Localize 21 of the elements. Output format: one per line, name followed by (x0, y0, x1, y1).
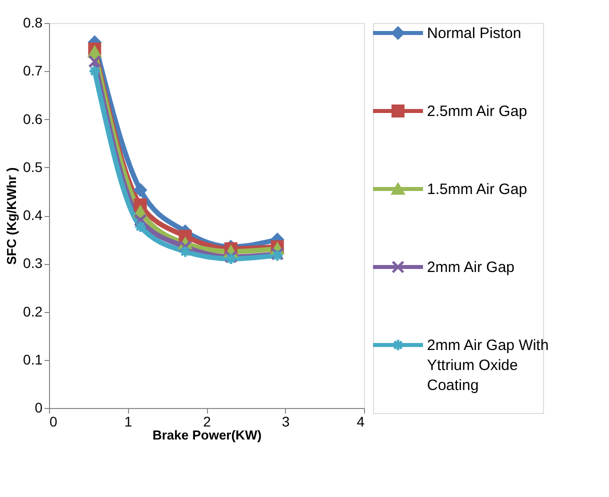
legend-label: 2.5mm Air Gap (427, 103, 528, 120)
y-tick-label: 0.6 (23, 110, 43, 127)
y-tick-label: 0.8 (23, 14, 43, 30)
y-tick-label: 0.1 (23, 351, 43, 368)
y-tick-label: 0.4 (23, 207, 43, 223)
legend-label: Normal Piston (427, 25, 522, 42)
x-tick-label: 3 (282, 414, 290, 430)
y-tick-label: 0.5 (23, 158, 43, 175)
legend-label: 2mm Air Gap (427, 259, 515, 276)
x-tick-label: 2 (203, 414, 212, 430)
legend-label: 1.5mm Air Gap (427, 181, 528, 198)
legend-label: 2mm Air Gap With Yttrium Oxide Coating (427, 337, 549, 394)
x-tick-label: 4 (356, 414, 365, 430)
y-axis-title: SFC (Kg/KWhr ) (4, 167, 20, 265)
x-axis-title: Brake Power(KW) (152, 428, 262, 442)
y-tick-label: 0.2 (23, 303, 43, 320)
x-tick-label: 0 (50, 414, 58, 430)
x-tick-label: 1 (124, 414, 132, 430)
y-tick-label: 0.7 (23, 62, 43, 79)
y-tick-label: 0.3 (23, 255, 43, 272)
y-tick-label: 0 (34, 400, 43, 416)
